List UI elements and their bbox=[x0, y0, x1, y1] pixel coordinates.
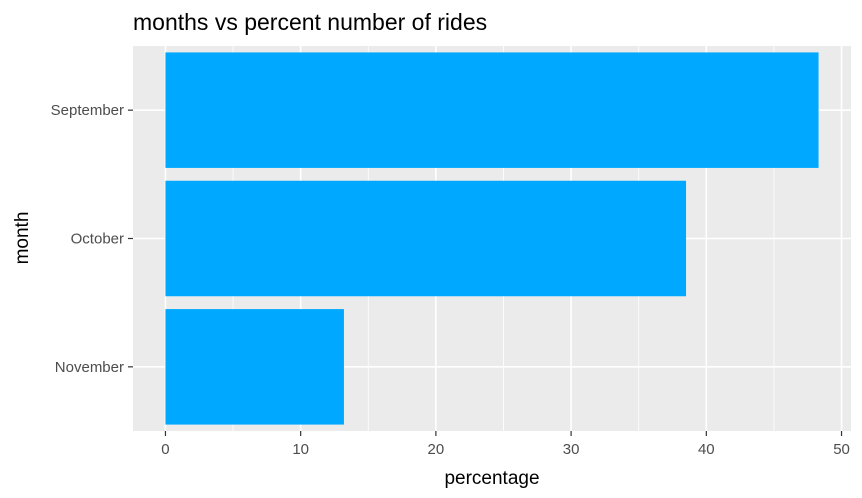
bar-september bbox=[165, 52, 819, 168]
x-tick-label: 10 bbox=[292, 441, 309, 458]
y-axis: September October November bbox=[51, 102, 133, 376]
bar-october bbox=[165, 180, 687, 297]
y-tick-label: October bbox=[71, 231, 124, 248]
y-tick-label: September bbox=[51, 102, 124, 119]
x-tick-label: 20 bbox=[428, 441, 445, 458]
bar-november bbox=[165, 309, 344, 425]
y-tick-label: November bbox=[55, 359, 124, 376]
bars bbox=[165, 52, 819, 425]
x-axis-title: percentage bbox=[444, 468, 539, 489]
x-tick-label: 40 bbox=[698, 441, 715, 458]
x-axis: 0 10 20 30 40 50 bbox=[161, 431, 850, 458]
y-axis-title: month bbox=[12, 212, 33, 265]
x-tick-label: 50 bbox=[833, 441, 850, 458]
x-tick-label: 30 bbox=[563, 441, 580, 458]
chart-title: months vs percent number of rides bbox=[133, 9, 487, 35]
x-tick-label: 0 bbox=[161, 441, 169, 458]
